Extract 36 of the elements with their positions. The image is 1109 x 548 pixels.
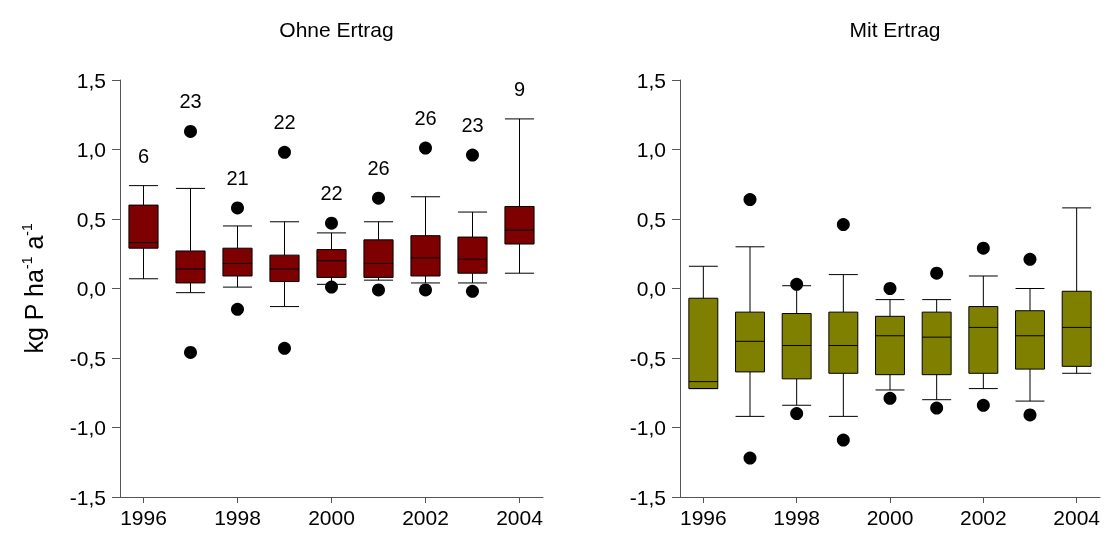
y-tick-label: -1,0: [69, 416, 106, 439]
x-tick-label: 2002: [402, 506, 449, 529]
y-tick-label: 1,5: [76, 68, 106, 92]
x-tick-label: 2004: [496, 506, 544, 529]
y-tick-label: 0,5: [76, 207, 106, 231]
y-tick-label: -0,5: [629, 346, 666, 370]
chart-title: Mit Ertrag: [849, 18, 941, 41]
y-tick-label: 0,0: [636, 277, 666, 300]
y-tick-label: 1,5: [636, 68, 666, 92]
annotation: 22: [320, 182, 343, 205]
annotation: 23: [179, 90, 202, 113]
x-tick-label: 1996: [120, 506, 167, 529]
x-tick-label: 2002: [959, 506, 1007, 529]
annotation: 22: [273, 111, 296, 134]
y-tick-label: 0,0: [76, 277, 106, 300]
x-tick-label: 1998: [773, 506, 821, 529]
annotation: 26: [367, 157, 390, 180]
annotation: 6: [137, 144, 150, 167]
x-tick-label: 2000: [308, 506, 355, 529]
x-tick-label: 2000: [866, 506, 914, 529]
y-tick-label: -0,5: [69, 346, 106, 370]
x-tick-label: 1996: [679, 506, 727, 529]
y-axis-title: kg P ha-1 a-1: [19, 223, 48, 354]
y-tick-label: -1,5: [69, 485, 106, 509]
y-tick-label: 0,5: [636, 207, 666, 231]
x-tick-label: 2004: [1053, 506, 1101, 529]
annotation: 26: [414, 107, 437, 130]
annotation: 9: [513, 77, 526, 100]
y-tick-label: -1,0: [629, 416, 666, 439]
annotation: 21: [226, 166, 249, 189]
y-tick-label: 1,0: [636, 138, 666, 161]
x-tick-label: 1998: [214, 506, 261, 529]
annotation: 23: [461, 114, 484, 137]
chart-title: Ohne Ertrag: [279, 18, 394, 41]
y-tick-label: -1,5: [629, 485, 666, 509]
y-tick-label: 1,0: [76, 138, 106, 161]
